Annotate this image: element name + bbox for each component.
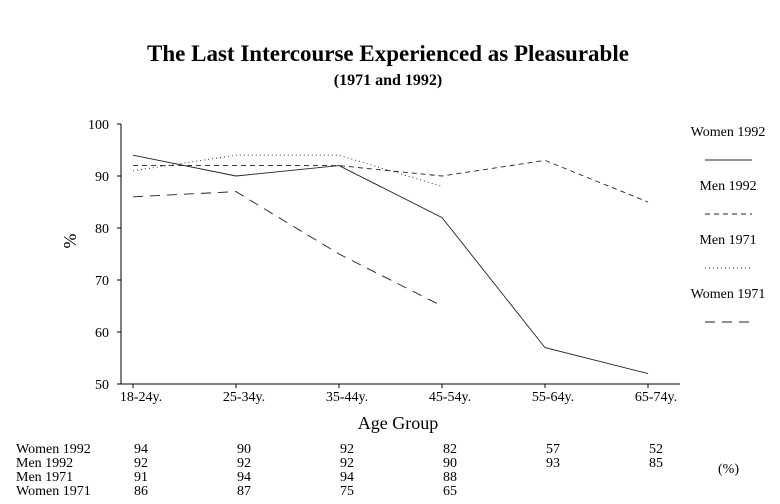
table-cell-value: 86: [134, 484, 148, 499]
x-axis-label: Age Group: [358, 413, 438, 433]
y-axis-label: %: [60, 234, 80, 249]
x-tick-label: 45-54y.: [429, 390, 471, 405]
table-cell-value: 75: [340, 484, 354, 499]
table-cell-value: 85: [649, 456, 663, 471]
table-cell-value: 88: [443, 470, 457, 485]
x-tick-label: 65-74y.: [635, 390, 677, 405]
table-cell-value: 92: [237, 456, 251, 471]
table-row-label: Men 1992: [16, 456, 73, 471]
table-cell-value: 82: [443, 442, 457, 457]
table-row-label: Women 1971: [16, 484, 91, 499]
x-tick-label: 25-34y.: [223, 390, 265, 405]
series-line-men-1992: [133, 159, 649, 203]
table-cell-value: 92: [340, 442, 354, 457]
axes: [120, 124, 680, 385]
table-cell-value: 92: [340, 456, 354, 471]
y-tick-label: 50: [95, 378, 109, 393]
y-tick-label: 100: [88, 118, 109, 133]
table-row-label: Men 1971: [16, 470, 73, 485]
legend-label: Women 1971: [691, 287, 766, 302]
table-cell-value: 65: [443, 484, 457, 499]
table-cell-value: 92: [134, 456, 148, 471]
y-tick-label: 60: [95, 326, 109, 341]
chart-subtitle: (1971 and 1992): [334, 72, 442, 89]
x-tick-label: 18-24y.: [120, 390, 162, 405]
table-row-label: Women 1992: [16, 442, 91, 457]
y-tick-label: 70: [95, 274, 109, 289]
table-cell-value: 90: [237, 442, 251, 457]
legend-label: Men 1971: [699, 233, 756, 248]
series-line-women-1971: [132, 191, 443, 307]
table-unit: (%): [718, 462, 739, 477]
table-cell-value: 57: [546, 442, 560, 457]
y-tick-label: 90: [95, 170, 109, 185]
table-cell-value: 91: [134, 470, 148, 485]
x-tick-label: 55-64y.: [532, 390, 574, 405]
legend-label: Men 1992: [699, 179, 756, 194]
table-cell-value: 94: [340, 470, 354, 485]
legend: Women 1992 Men 1992 Men 1971 Women 1971: [691, 125, 766, 323]
table-cell-value: 94: [237, 470, 251, 485]
y-ticks: 100 90 80 70 60 50: [88, 118, 121, 393]
series-lines: [132, 154, 649, 375]
table-cell-value: 90: [443, 456, 457, 471]
table-cell-value: 87: [237, 484, 251, 499]
legend-label: Women 1992: [691, 125, 766, 140]
y-tick-label: 80: [95, 222, 109, 237]
table-cell-value: 93: [546, 456, 560, 471]
x-tick-label: 35-44y.: [326, 390, 368, 405]
chart-title: The Last Intercourse Experienced as Plea…: [147, 41, 629, 66]
x-ticks: 18-24y. 25-34y. 35-44y. 45-54y. 55-64y. 65-74…: [120, 384, 677, 405]
series-line-women-1992: [132, 154, 649, 375]
table-cell-value: 52: [649, 442, 663, 457]
table-cell-value: 94: [134, 442, 148, 457]
series-line-men-1971: [132, 154, 443, 187]
